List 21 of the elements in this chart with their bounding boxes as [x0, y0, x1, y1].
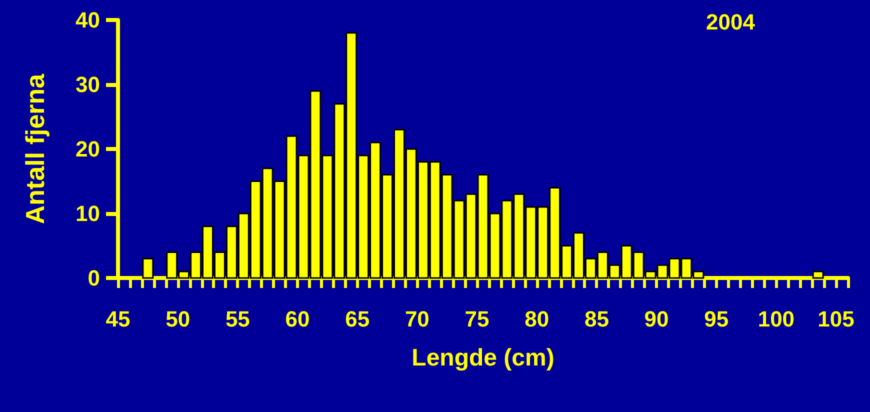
y-tick-label: 0: [88, 266, 100, 290]
x-tick-label: 70: [404, 306, 430, 332]
y-axis-title: Antall fjerna: [20, 73, 50, 224]
x-tick-label: 90: [644, 306, 669, 332]
x-tick-label: 65: [345, 306, 370, 332]
x-tick-label: 105: [818, 306, 854, 332]
x-tick-label: 95: [704, 306, 729, 332]
y-tick-label: 20: [76, 136, 100, 162]
y-tick-label: 30: [76, 72, 100, 97]
x-tick-label: 50: [166, 306, 190, 332]
x-tick-label: 100: [758, 306, 795, 332]
x-tick-label: 60: [285, 306, 310, 332]
y-tick-label: 10: [76, 201, 100, 226]
x-tick-label: 75: [464, 306, 490, 332]
x-tick-label: 85: [584, 306, 609, 332]
x-axis-title: Lengde (cm): [412, 344, 554, 372]
x-tick-label: 55: [225, 306, 250, 332]
chart-title: 2004: [706, 10, 756, 34]
y-tick-label: 40: [76, 8, 100, 32]
x-tick-label: 45: [106, 306, 130, 332]
x-tick-label: 80: [524, 306, 550, 332]
